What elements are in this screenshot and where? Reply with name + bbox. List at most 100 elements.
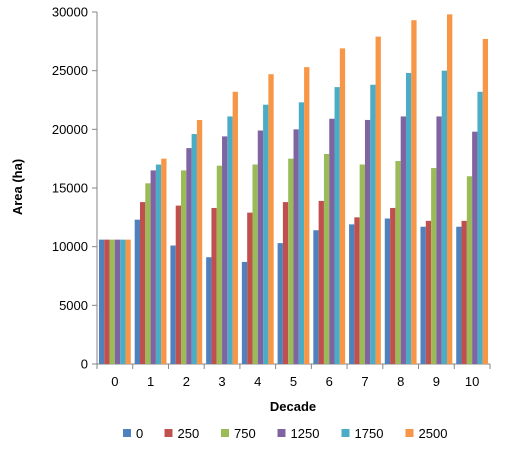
bar (400, 116, 406, 364)
bar (145, 183, 151, 364)
bar (120, 239, 126, 364)
y-tick-label: 0 (81, 357, 88, 372)
x-tick-label: 1 (147, 374, 154, 389)
bar (247, 212, 253, 364)
bar (466, 176, 473, 364)
bar (411, 20, 417, 365)
bar (364, 119, 371, 365)
bar (323, 153, 330, 364)
bar (98, 239, 105, 364)
bar (441, 70, 448, 365)
bar (125, 239, 131, 364)
bar (196, 119, 203, 365)
bar (318, 200, 324, 364)
bar (186, 148, 192, 364)
y-tick-label: 10000 (52, 239, 88, 254)
bar (109, 239, 115, 364)
legend-swatch (405, 429, 414, 437)
bar (304, 67, 310, 364)
y-axis-title: Area (ha) (10, 159, 25, 215)
legend-label: 1250 (291, 426, 320, 441)
x-tick-label: 10 (465, 374, 479, 389)
bar (191, 134, 197, 364)
bar (155, 164, 162, 364)
bar (206, 257, 212, 364)
bar (461, 220, 467, 364)
bar (227, 116, 233, 364)
legend-label: 750 (234, 426, 256, 441)
x-tick-label: 7 (361, 374, 368, 389)
x-tick-label: 5 (290, 374, 297, 389)
bar (339, 48, 346, 365)
bar (447, 14, 453, 364)
bar (263, 104, 269, 365)
bar (211, 207, 217, 364)
bar (431, 168, 437, 364)
legend-label: 2500 (419, 426, 448, 441)
bar (472, 131, 478, 364)
bar (181, 170, 187, 364)
x-axis-title: Decade (270, 399, 316, 414)
bar (405, 73, 412, 364)
legend: 0 250 750 1250 1750 2500 (123, 426, 447, 441)
bar (222, 136, 228, 364)
x-tick-label: 8 (397, 374, 404, 389)
legend-swatch (164, 429, 173, 437)
bar (293, 129, 299, 364)
bar (134, 219, 140, 364)
legend-swatch (277, 429, 286, 437)
bar (390, 207, 396, 364)
bar (216, 165, 223, 364)
bar (277, 243, 283, 364)
legend-label: 0 (136, 426, 143, 441)
bar (456, 226, 462, 364)
x-tick-label: 3 (218, 374, 225, 389)
bar (175, 205, 182, 364)
x-tick-label: 6 (326, 374, 333, 389)
plot-area: 0 5000 10000 15000 20000 25000 30000 0 1 2 3 4 5 6 7 8 9… (52, 5, 491, 389)
bar (359, 164, 365, 364)
bar (282, 202, 289, 364)
bar (375, 36, 381, 364)
x-tick-label: 9 (433, 374, 440, 389)
bar (104, 239, 110, 364)
bar (436, 116, 442, 364)
bar (334, 87, 340, 365)
bar (161, 158, 167, 364)
x-tick-label: 2 (183, 374, 190, 389)
bar (354, 217, 360, 364)
bar (252, 164, 258, 364)
bar (329, 118, 335, 364)
bar (349, 224, 355, 364)
bar (298, 102, 305, 364)
bar (288, 158, 294, 364)
bar (420, 226, 426, 364)
bar (384, 218, 391, 364)
legend-label: 1750 (355, 426, 384, 441)
bar (241, 261, 248, 364)
y-tick-label: 5000 (59, 298, 88, 313)
bar (268, 74, 274, 364)
bar (170, 245, 176, 364)
bar (370, 84, 376, 364)
y-tick-label: 25000 (52, 63, 88, 78)
legend-swatch (341, 429, 350, 437)
y-tick-label: 15000 (52, 181, 88, 196)
bar (395, 161, 401, 364)
x-tick-label: 4 (254, 374, 261, 389)
bar (313, 230, 319, 364)
bar (482, 38, 489, 365)
legend-swatch (123, 429, 131, 437)
y-tick-label: 30000 (52, 5, 88, 20)
x-tick-label: 0 (111, 374, 118, 389)
bar (257, 130, 264, 364)
legend-swatch (221, 429, 229, 437)
legend-label: 250 (178, 426, 200, 441)
bar (425, 220, 432, 364)
bar (477, 91, 483, 364)
bar (150, 170, 156, 364)
bar (114, 239, 121, 364)
y-tick-label: 20000 (52, 122, 88, 137)
bar (139, 202, 146, 364)
